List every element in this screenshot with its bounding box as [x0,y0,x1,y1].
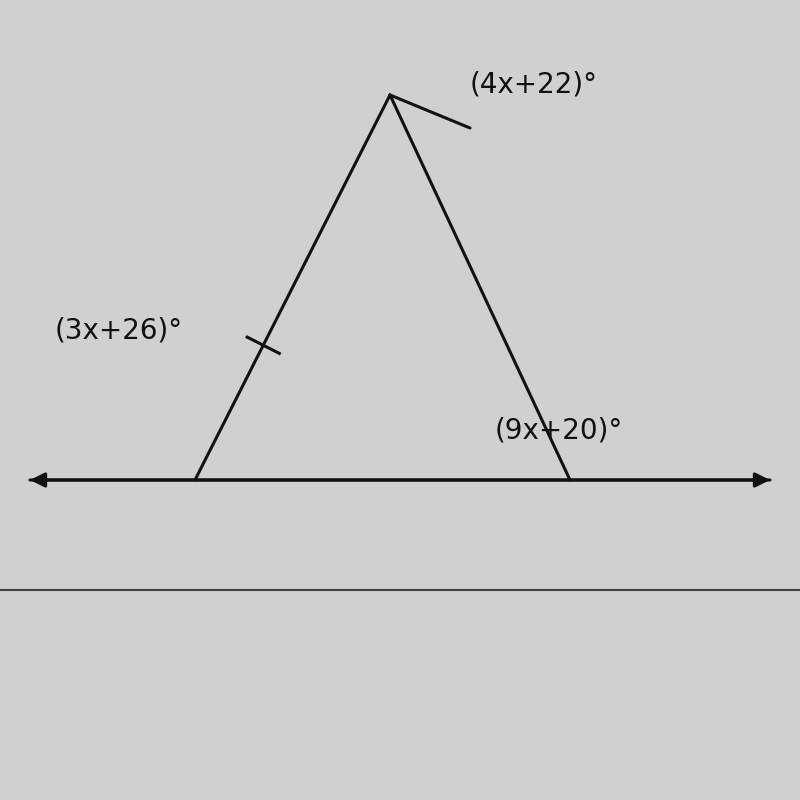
Text: (9x+20)°: (9x+20)° [495,416,623,444]
Text: (3x+26)°: (3x+26)° [55,316,183,344]
Text: (4x+22)°: (4x+22)° [470,70,598,98]
